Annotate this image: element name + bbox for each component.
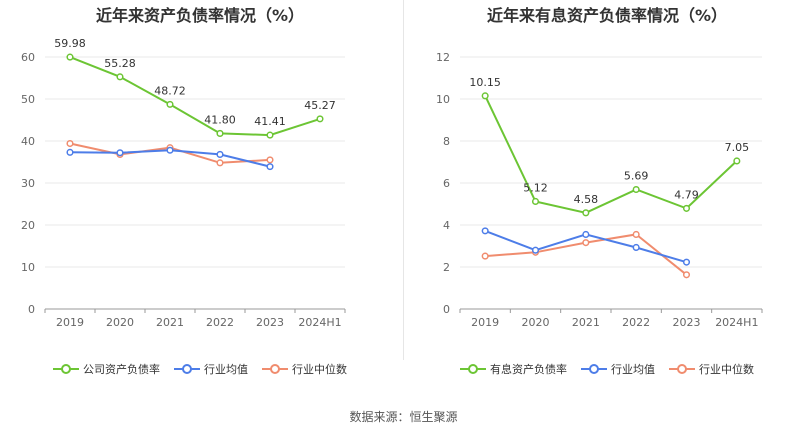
data-point xyxy=(531,246,540,254)
y-tick-label: 50 xyxy=(21,93,35,106)
y-tick-label: 0 xyxy=(443,303,450,316)
x-tick-label: 2024H1 xyxy=(298,316,341,329)
data-point xyxy=(531,197,540,206)
y-tick-label: 20 xyxy=(21,219,35,232)
y-tick-label: 12 xyxy=(436,51,450,64)
data-point xyxy=(582,230,590,238)
data-point xyxy=(632,185,640,194)
data-label: 10.15 xyxy=(469,76,501,89)
data-point xyxy=(216,129,224,137)
data-label: 55.28 xyxy=(104,57,136,70)
y-tick-label: 60 xyxy=(21,51,35,64)
y-tick-label: 6 xyxy=(443,177,450,190)
data-label: 48.72 xyxy=(154,84,186,97)
data-point xyxy=(632,230,640,238)
data-label: 5.12 xyxy=(523,181,548,194)
legend-item[interactable]: 行业均值 xyxy=(174,361,248,377)
data-label: 45.27 xyxy=(304,99,336,112)
data-point xyxy=(216,150,224,158)
legend-item[interactable]: 行业中位数 xyxy=(262,361,347,377)
data-point xyxy=(632,243,640,252)
data-point xyxy=(66,148,74,156)
legend-label: 行业均值 xyxy=(204,363,248,376)
x-tick-label: 2022 xyxy=(206,316,234,329)
data-point xyxy=(682,204,691,212)
y-tick-label: 4 xyxy=(443,219,450,232)
y-tick-label: 2 xyxy=(443,261,450,274)
legend-label: 公司资产负债率 xyxy=(83,363,160,376)
data-point xyxy=(266,131,274,139)
x-tick-label: 2019 xyxy=(56,316,84,329)
x-tick-label: 2022 xyxy=(622,316,650,329)
left-chart-svg: 0 10 20 30 40 50 60 2019 2020 2021 2022 2023 2024H1 5… xyxy=(21,37,346,329)
panel-divider xyxy=(403,0,404,360)
x-tick-label: 2019 xyxy=(471,316,499,329)
right-legend: 有息资产负债率 行业均值 行业中位数 xyxy=(407,361,807,377)
y-tick-label: 0 xyxy=(28,303,35,316)
data-point xyxy=(116,73,124,81)
data-point xyxy=(266,156,274,164)
data-point xyxy=(216,159,224,167)
data-point xyxy=(166,146,174,154)
data-label: 7.05 xyxy=(725,141,750,154)
legend-item[interactable]: 行业中位数 xyxy=(669,361,754,377)
legend-item[interactable]: 有息资产负债率 xyxy=(460,361,567,377)
data-source-note: 数据来源：恒生聚源 xyxy=(349,410,458,424)
y-tick-label: 10 xyxy=(436,93,450,106)
chart-title-left: 近年来资产负债率情况（%） xyxy=(95,6,305,25)
legend-label: 行业中位数 xyxy=(699,363,754,376)
legend-marker-icon xyxy=(669,363,695,375)
y-tick-label: 8 xyxy=(443,135,450,148)
legend-label: 有息资产负债率 xyxy=(490,363,567,376)
right-chart-svg: 0 2 4 6 8 10 12 2019 2020 2021 2022 2023 2024H1 10.15… xyxy=(436,51,763,329)
legend-item[interactable]: 行业均值 xyxy=(581,361,655,377)
data-point xyxy=(166,100,174,108)
x-tick-label: 2021 xyxy=(156,316,184,329)
data-point xyxy=(733,157,741,165)
left-chart-panel: 近年来资产负债率情况（%） 0 10 20 30 40 50 60 2019 2020 2021 2… xyxy=(0,0,400,400)
data-label: 41.41 xyxy=(254,115,286,128)
data-label: 59.98 xyxy=(54,37,86,50)
legend-marker-icon xyxy=(581,363,607,375)
y-tick-label: 10 xyxy=(21,261,35,274)
series-line xyxy=(484,95,738,214)
legend-label: 行业中位数 xyxy=(292,363,347,376)
data-point xyxy=(481,227,489,235)
data-point xyxy=(66,53,74,61)
legend-marker-icon xyxy=(174,363,200,375)
x-tick-label: 2020 xyxy=(522,316,550,329)
legend-marker-icon xyxy=(262,363,288,375)
legend-label: 行业均值 xyxy=(611,363,655,376)
x-tick-label: 2024H1 xyxy=(715,316,758,329)
data-point xyxy=(66,139,74,148)
left-legend: 公司资产负债率 行业均值 行业中位数 xyxy=(0,361,400,377)
data-label: 4.79 xyxy=(674,188,699,201)
data-label: 4.58 xyxy=(574,193,599,206)
data-point xyxy=(582,239,590,247)
data-point xyxy=(682,258,691,266)
x-tick-label: 2020 xyxy=(106,316,134,329)
right-chart-panel: 近年来有息资产负债率情况（%） 0 2 4 6 8 10 12 2019 2020 2021 202… xyxy=(407,0,807,400)
data-point xyxy=(116,149,124,157)
x-tick-label: 2023 xyxy=(256,316,284,329)
x-tick-label: 2021 xyxy=(572,316,600,329)
legend-marker-icon xyxy=(53,363,79,375)
data-point xyxy=(316,115,324,123)
y-tick-label: 30 xyxy=(21,177,35,190)
data-point xyxy=(481,252,489,260)
data-point xyxy=(266,163,274,171)
y-tick-label: 40 xyxy=(21,135,35,148)
data-point xyxy=(582,209,590,217)
data-label: 41.80 xyxy=(204,113,236,126)
data-point xyxy=(481,92,489,100)
data-point xyxy=(682,271,691,279)
legend-marker-icon xyxy=(460,363,486,375)
legend-item[interactable]: 公司资产负债率 xyxy=(53,361,160,377)
chart-title-right: 近年来有息资产负债率情况（%） xyxy=(486,6,728,25)
series-line xyxy=(69,56,321,137)
x-tick-label: 2023 xyxy=(673,316,701,329)
data-label: 5.69 xyxy=(624,170,649,183)
